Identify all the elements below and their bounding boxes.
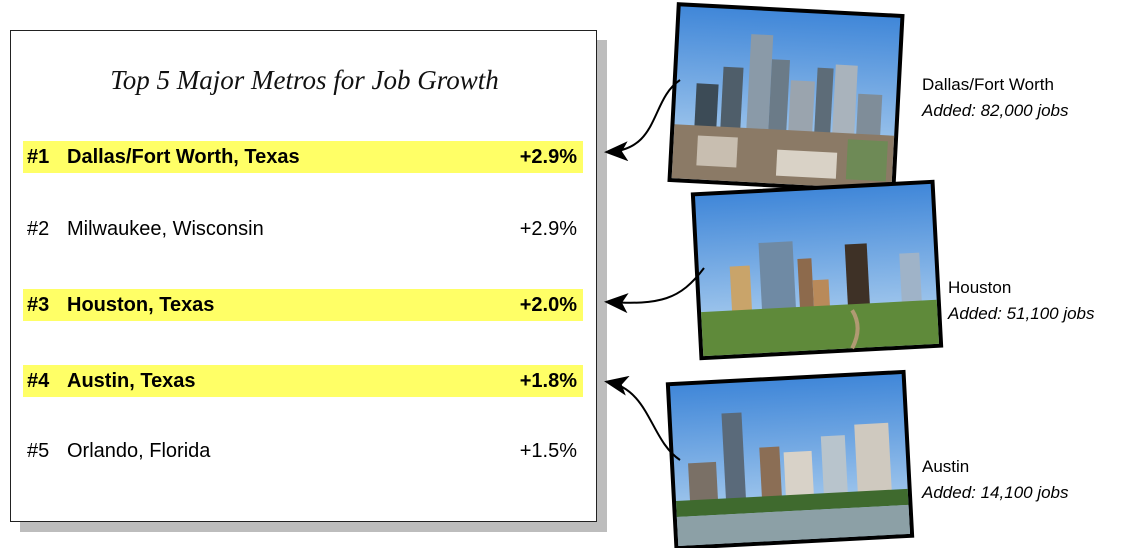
metro-name: Dallas/Fort Worth, Texas — [67, 146, 300, 168]
job-growth: +2.9% — [519, 218, 577, 240]
title: Top 5 Major Metros for Job Growth — [110, 65, 499, 95]
metro-name: Houston, Texas — [67, 294, 215, 316]
rank: #4 — [27, 370, 50, 392]
houston-photo — [690, 179, 944, 361]
rank: #2 — [27, 218, 50, 240]
metro-row: #4 Austin, Texas +1.8% — [23, 365, 583, 397]
rank: #1 — [27, 146, 50, 168]
arrow — [604, 375, 681, 461]
metro-row: #1 Dallas/Fort Worth, Texas +2.9% — [23, 141, 583, 173]
rank: #5 — [27, 440, 50, 462]
city: Houston — [948, 278, 1012, 297]
job-growth: +2.0% — [519, 294, 577, 316]
job-growth: +1.5% — [519, 440, 577, 462]
metro-row: #2 Milwaukee, Wisconsin +2.9% — [23, 213, 583, 245]
ranking-box: Top 5 Major Metros for Job Growth #1 Dall… — [10, 30, 597, 522]
austin-photo — [665, 369, 915, 548]
city: Dallas/Fort Worth — [922, 75, 1054, 94]
jobs-added: Added: 14,100 jobs — [922, 483, 1069, 502]
rank: #3 — [27, 294, 50, 316]
jobs-added: Added: 51,100 jobs — [948, 304, 1095, 323]
dallas-photo — [667, 2, 905, 194]
city: Austin — [922, 457, 970, 476]
metro-name: Austin, Texas — [67, 370, 196, 392]
photo-caption: Houston Added: 51,100 jobs — [948, 275, 1095, 327]
job-growth: +2.9% — [519, 146, 577, 168]
arrow — [604, 267, 705, 314]
jobs-added: Added: 82,000 jobs — [922, 101, 1069, 120]
arrow — [604, 79, 681, 162]
photo-caption: Austin Added: 14,100 jobs — [922, 454, 1069, 506]
metro-row: #3 Houston, Texas +2.0% — [23, 289, 583, 321]
metro-row: #5 Orlando, Florida +1.5% — [23, 435, 583, 467]
job-growth: +1.8% — [519, 370, 577, 392]
photo-caption: Dallas/Fort Worth Added: 82,000 jobs — [922, 72, 1069, 124]
metro-name: Milwaukee, Wisconsin — [67, 218, 264, 240]
metro-name: Orlando, Florida — [67, 440, 211, 462]
